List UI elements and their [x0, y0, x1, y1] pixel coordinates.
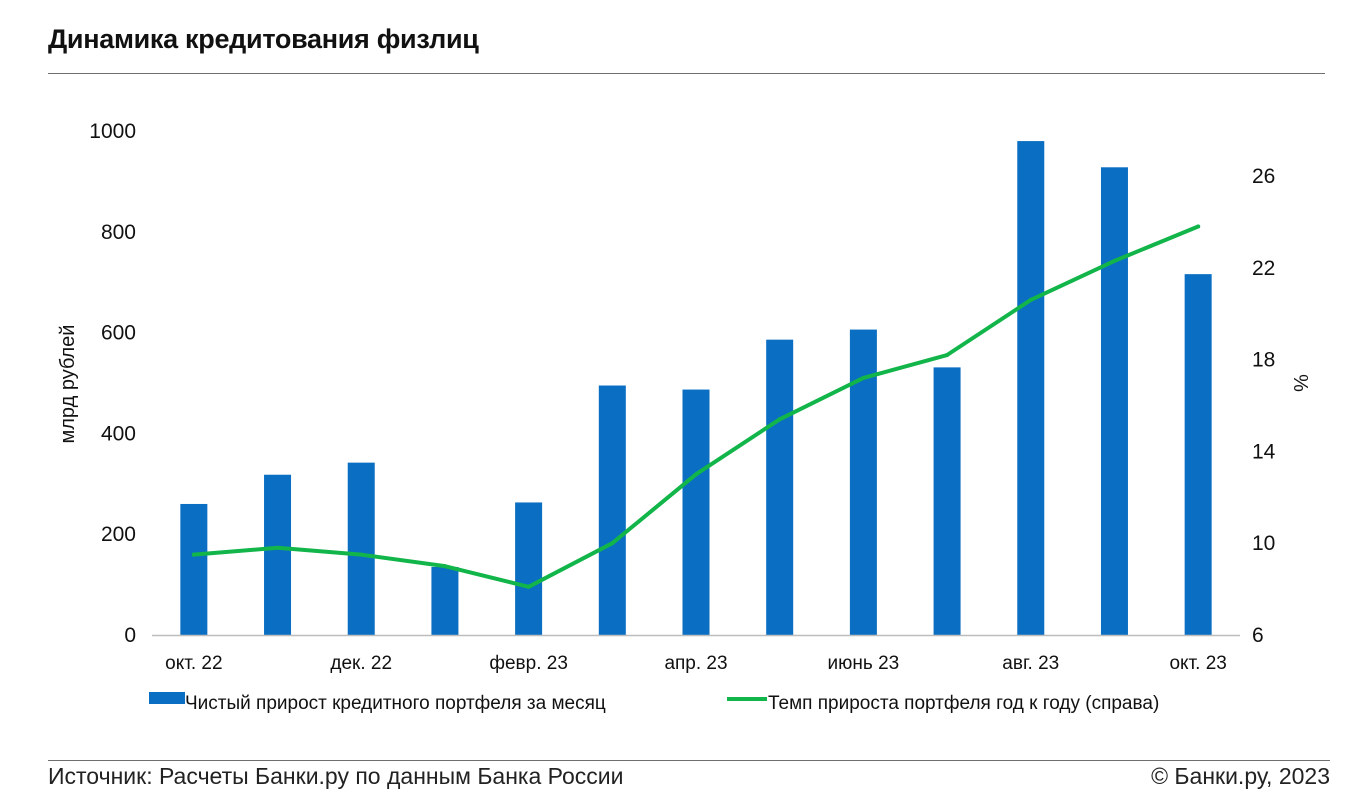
x-tick-label: окт. 23 [1169, 653, 1226, 674]
x-tick-label: авг. 23 [1002, 653, 1059, 674]
copyright-note: © Банки.ру, 2023 [1151, 763, 1330, 789]
line-point-3 [359, 552, 364, 557]
y-left-tick-label: 600 [101, 322, 136, 345]
y-left-tick-label: 1000 [89, 120, 136, 143]
line-point-1 [191, 552, 196, 557]
y-left-axis-title: млрд рублей [57, 325, 79, 444]
y-right-tick-label: 18 [1252, 349, 1275, 372]
line-point-12 [1112, 258, 1117, 263]
source-note: Источник: Расчеты Банки.ру по данным Бан… [48, 763, 624, 789]
x-tick-label: июнь 23 [828, 653, 900, 674]
bar-3 [347, 462, 375, 635]
legend-line-label: Темп прироста портфеля год к году (справ… [768, 693, 1159, 714]
x-tick-label: февр. 23 [489, 653, 568, 674]
line-point-9 [861, 375, 866, 380]
bar-13 [1184, 274, 1212, 635]
y-right-tick-label: 14 [1252, 440, 1276, 463]
bar-5 [515, 502, 543, 635]
chart-title: Динамика кредитования физлиц [48, 24, 479, 54]
line-point-13 [1196, 224, 1201, 229]
y-right-tick-label: 26 [1252, 165, 1275, 188]
bottom-divider [48, 760, 1330, 761]
bar-8 [766, 339, 794, 635]
y-left-tick-label: 800 [101, 221, 136, 244]
top-divider [48, 73, 1325, 74]
legend-bar-label: Чистый прирост кредитного портфеля за ме… [185, 693, 606, 714]
line-point-11 [1028, 297, 1033, 302]
bar-7 [682, 389, 710, 635]
y-left-tick-label: 200 [101, 523, 136, 546]
y-right-tick-label: 10 [1252, 532, 1275, 555]
line-point-4 [442, 564, 447, 569]
bar-11 [1017, 141, 1045, 635]
line-point-10 [945, 353, 950, 358]
line-point-6 [610, 541, 615, 546]
line-point-2 [275, 545, 280, 550]
bar-12 [1100, 167, 1128, 635]
x-tick-label: дек. 22 [330, 653, 392, 674]
x-tick-label: апр. 23 [664, 653, 727, 674]
y-right-tick-label: 22 [1252, 257, 1275, 280]
legend-bar-swatch [149, 692, 185, 704]
y-right-axis-title: % [1289, 374, 1311, 392]
bar-10 [933, 367, 961, 635]
y-left-tick-label: 0 [124, 624, 136, 647]
y-right-tick-label: 6 [1252, 624, 1264, 647]
bar-6 [598, 385, 626, 635]
bar-1 [180, 503, 208, 635]
x-tick-label: окт. 22 [165, 653, 222, 674]
line-point-7 [694, 472, 698, 477]
line-point-8 [777, 417, 782, 422]
y-left-tick-label: 400 [101, 422, 136, 445]
bar-4 [431, 566, 459, 635]
bar-2 [264, 474, 292, 635]
line-point-5 [526, 584, 531, 589]
